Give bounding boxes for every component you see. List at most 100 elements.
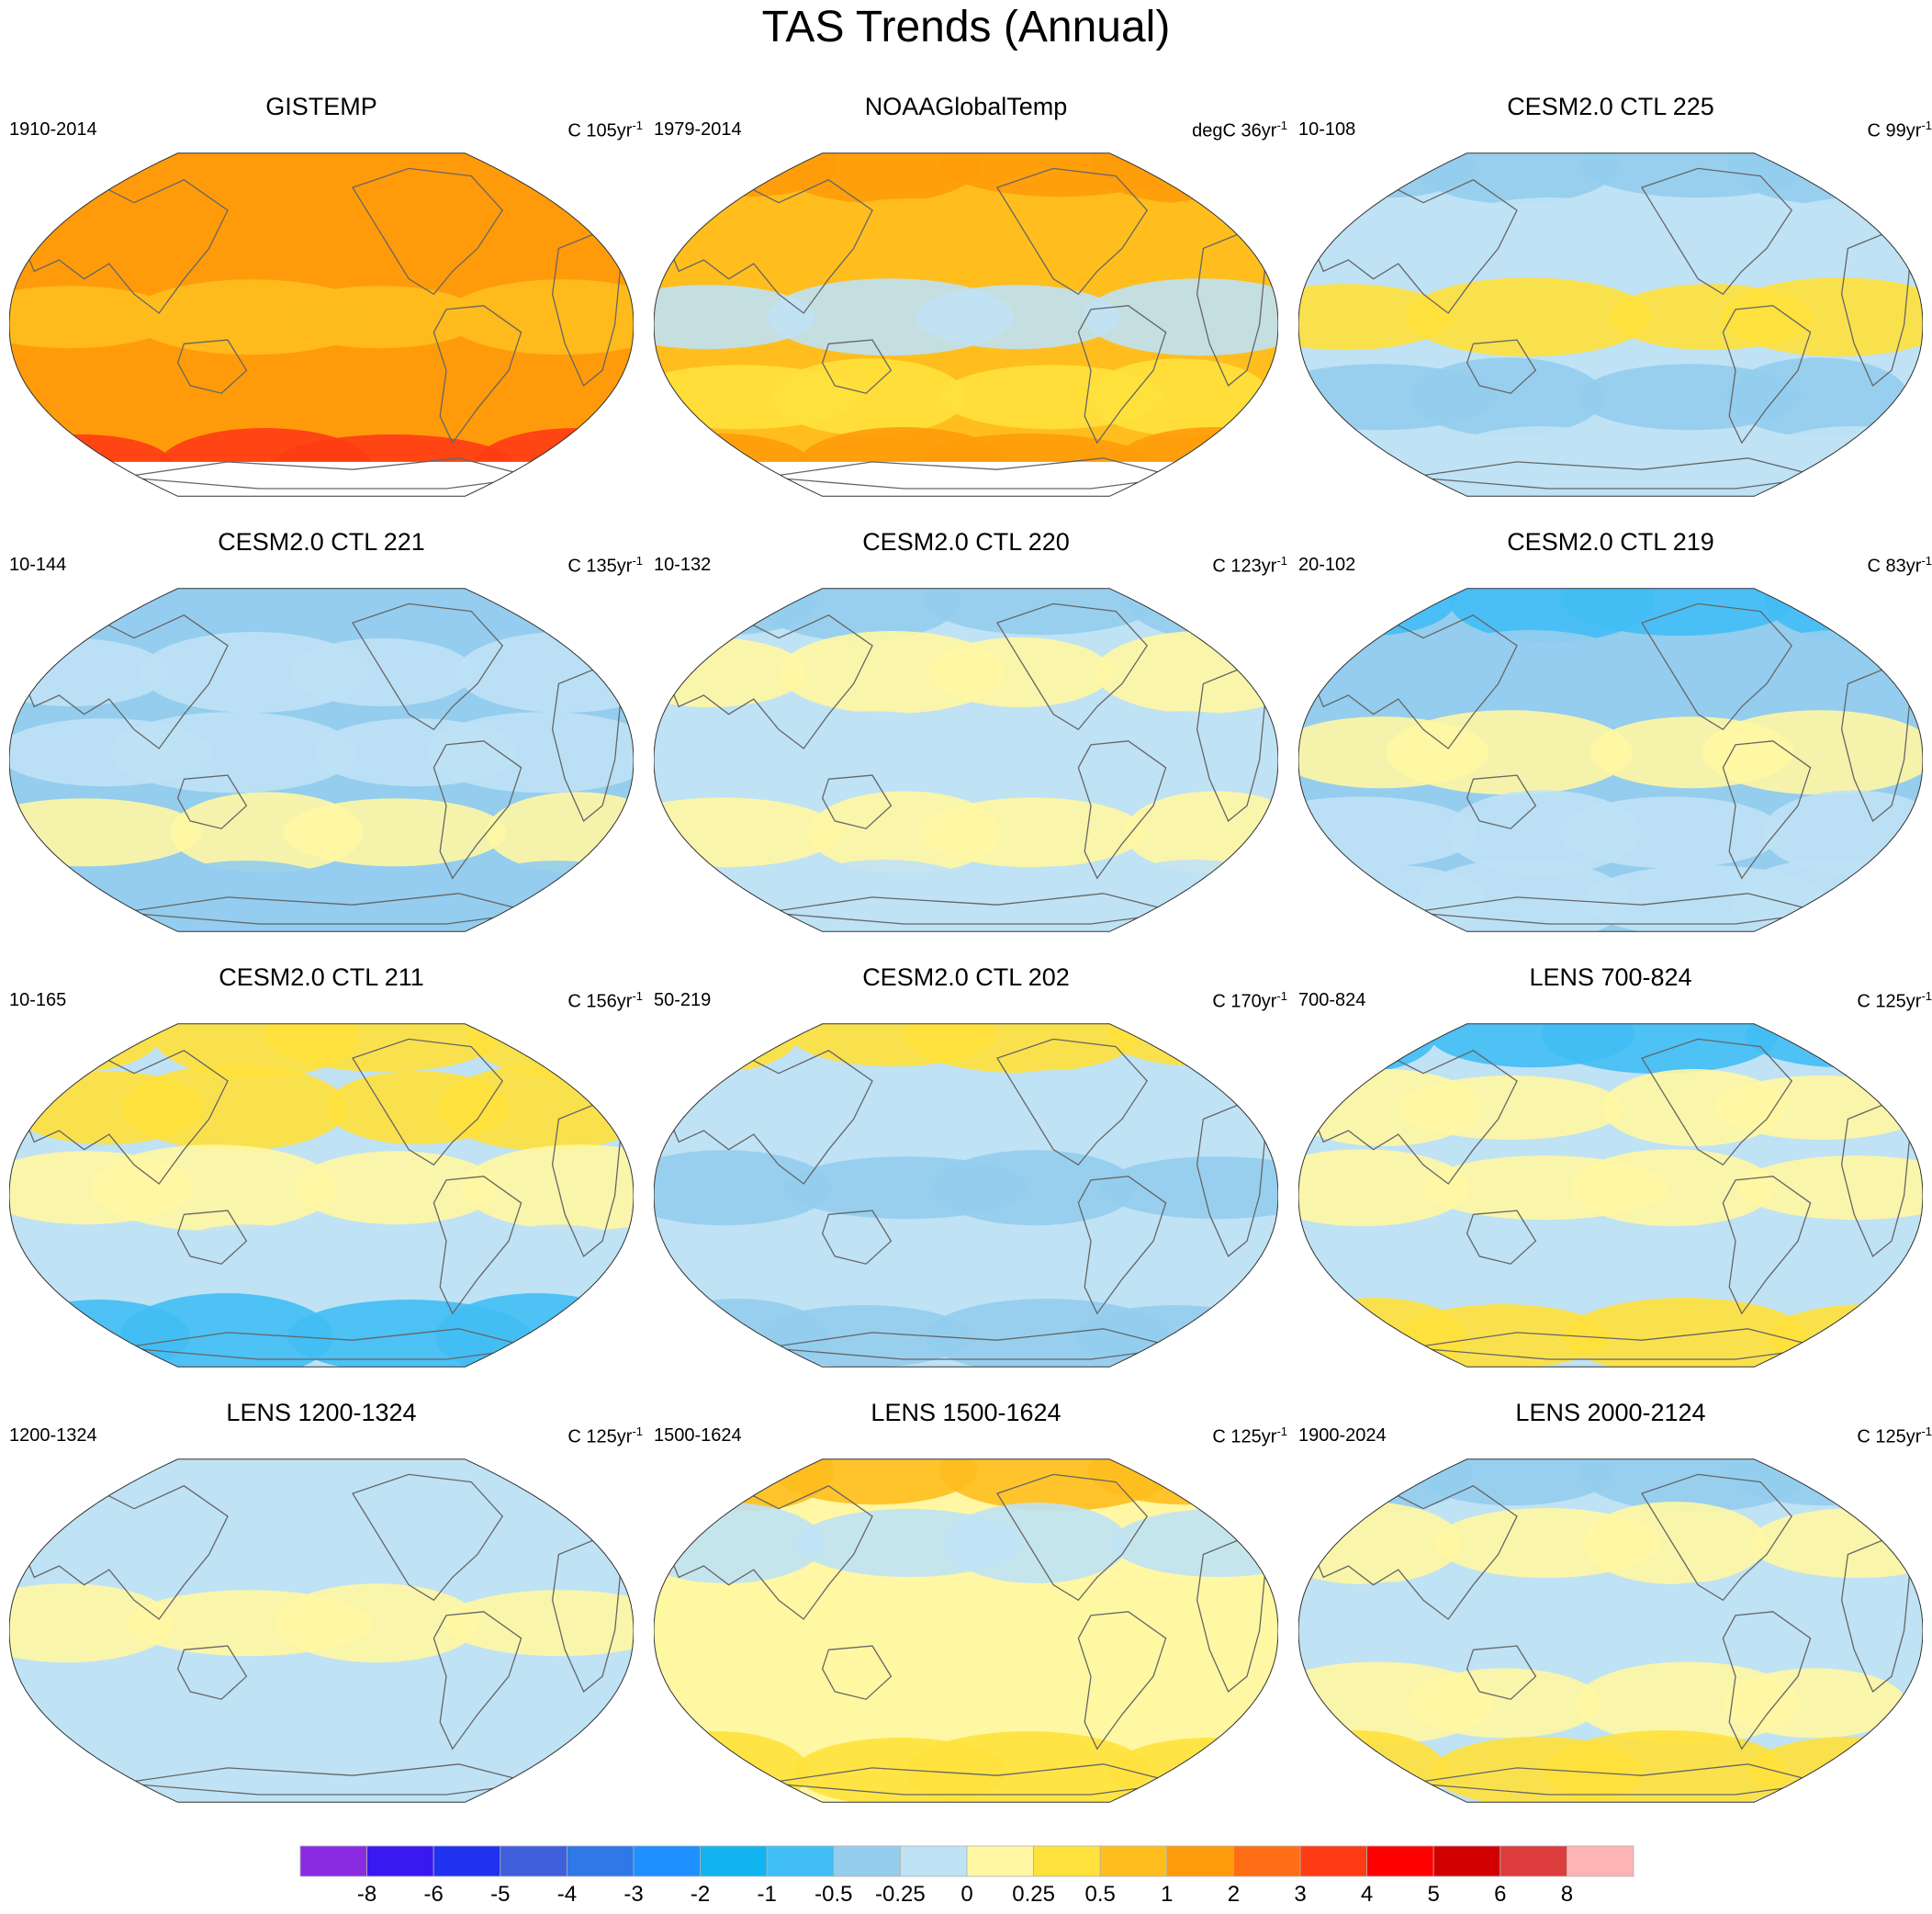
trend-field-patch (1386, 710, 1633, 795)
trend-field-patch (90, 1144, 337, 1232)
panel-units-exponent: -1 (1921, 1424, 1932, 1438)
map-panel: CESM2.0 CTL 211 10-165 C 156yr-1 (0, 961, 643, 1388)
panel-title: CESM2.0 CTL 202 (862, 963, 1070, 991)
map-panel: CESM2.0 CTL 219 20-102 C 83yr-1 (1289, 525, 1932, 952)
coastline (121, 1328, 534, 1360)
panel-units-exponent: -1 (632, 118, 643, 132)
panel-units-text: C 83yr (1867, 556, 1922, 577)
trend-field-patch (1582, 1502, 1767, 1585)
coastline (996, 1473, 1149, 1602)
trend-field-patch (1398, 1075, 1624, 1141)
map-border (654, 1023, 1278, 1368)
panel-units-label: C 105yr-1 (567, 114, 643, 143)
trend-field-patch (1298, 284, 1454, 351)
panel-units-label: C 123yr-1 (1212, 549, 1287, 579)
trend-field-patch (1585, 204, 1769, 271)
colorbar-tick-label: 5 (1428, 1882, 1440, 1907)
panel-units-exponent: -1 (1921, 118, 1932, 132)
coastline (821, 1210, 893, 1265)
panel-units-exponent: -1 (632, 554, 643, 568)
panel-units-exponent: -1 (1921, 989, 1932, 1003)
colorbar-tick-label: 6 (1494, 1882, 1506, 1907)
panel-title: CESM2.0 CTL 225 (1507, 93, 1714, 120)
trend-field-patch (117, 588, 323, 641)
trend-field-patch (1063, 711, 1278, 794)
colorbar-tick-label: 0.25 (1012, 1882, 1055, 1907)
coastline (1077, 740, 1167, 880)
trend-field-patch (444, 279, 634, 355)
coastline (766, 457, 1179, 490)
coastline (996, 602, 1149, 731)
panel-units-text: degC 36yr (1192, 120, 1277, 141)
map-border (9, 588, 634, 932)
coastline (1466, 1210, 1537, 1265)
trend-field-patch (654, 1230, 821, 1306)
colorbar: -8 -6 -5 -4 -3 -2 -1 -0.5 -0.25 0 0.25 0.5 1 2 3 4 5 6 8 (299, 1845, 1634, 1907)
trend-map (9, 588, 634, 932)
panel-units-exponent: -1 (632, 1424, 643, 1438)
colorbar-swatch (500, 1845, 567, 1877)
panel-years-label: 1200-1324 (9, 1425, 97, 1446)
trend-field-patch (1427, 1235, 1621, 1300)
trend-map (654, 152, 1278, 497)
panel-units-exponent: -1 (1276, 989, 1287, 1003)
panel-title: LENS 1500-1624 (871, 1399, 1061, 1426)
coastline (432, 305, 522, 445)
trend-field-patch (121, 1064, 348, 1152)
trend-field-patch (282, 798, 507, 867)
trend-field-patch (105, 199, 331, 276)
trend-field-patch (1737, 1155, 1923, 1221)
trend-field-patch (1410, 357, 1604, 437)
trend-field-patch (1558, 796, 1783, 869)
coastline (176, 1210, 248, 1265)
panel-units-label: C 170yr-1 (1212, 985, 1287, 1014)
trend-map (654, 1458, 1278, 1803)
coastline (1410, 1763, 1824, 1796)
trend-field-patch (450, 359, 633, 435)
colorbar-tick-label: -6 (424, 1882, 444, 1907)
coastline (176, 1645, 248, 1700)
trend-field-patch (1713, 1075, 1923, 1141)
trend-field-patch (1563, 1298, 1808, 1368)
panel-years-label: 1900-2024 (1298, 1425, 1387, 1446)
trend-field-patch (1415, 859, 1629, 932)
panel-units-text: C 135yr (567, 556, 633, 577)
colorbar-swatch (833, 1845, 901, 1877)
colorbar-swatch (1432, 1845, 1501, 1877)
map-panel: LENS 1500-1624 1500-1624 C 125yr-1 (645, 1396, 1287, 1823)
trend-map (1298, 1458, 1923, 1803)
trend-field-patch (755, 588, 961, 642)
panel-units-label: degC 36yr-1 (1192, 114, 1287, 143)
panel-title: LENS 2000-2124 (1515, 1399, 1706, 1426)
colorbar-tick-label: 0 (960, 1882, 972, 1907)
colorbar-tick-label: 4 (1361, 1882, 1373, 1907)
map-border (9, 1458, 634, 1803)
map-border (654, 152, 1278, 497)
panel-units-label: C 125yr-1 (567, 1420, 643, 1449)
colorbar-tick-label: -2 (691, 1882, 710, 1907)
coastline (1722, 1176, 1812, 1315)
trend-field-patch (131, 1670, 325, 1737)
trend-field-patch (1702, 710, 1923, 795)
trend-field-patch (947, 205, 1131, 270)
colorbar-tick-label: -5 (490, 1882, 510, 1907)
map-panel: CESM2.0 CTL 221 10-144 C 135yr-1 (0, 525, 643, 952)
map-border (9, 152, 634, 497)
panel-title: GISTEMP (265, 93, 377, 120)
panel-units-label: C 83yr-1 (1868, 549, 1932, 579)
trend-field-patch (418, 1510, 634, 1577)
colorbar-tick-label: -0.5 (814, 1882, 852, 1907)
panel-years-label: 1910-2014 (9, 119, 97, 140)
panel-title: CESM2.0 CTL 221 (218, 528, 425, 556)
map-border (9, 1023, 634, 1368)
coastline (821, 1645, 893, 1700)
coastline (1077, 1176, 1167, 1315)
colorbar-swatch (1166, 1845, 1234, 1877)
panel-units-label: C 135yr-1 (567, 549, 643, 579)
trend-field-patch (264, 1023, 502, 1073)
map-border (1298, 1458, 1923, 1803)
trend-field-patch (9, 1231, 183, 1305)
coastline (766, 1763, 1179, 1796)
trend-field-patch (1083, 278, 1278, 356)
panel-units-text: C 156yr (567, 991, 633, 1012)
